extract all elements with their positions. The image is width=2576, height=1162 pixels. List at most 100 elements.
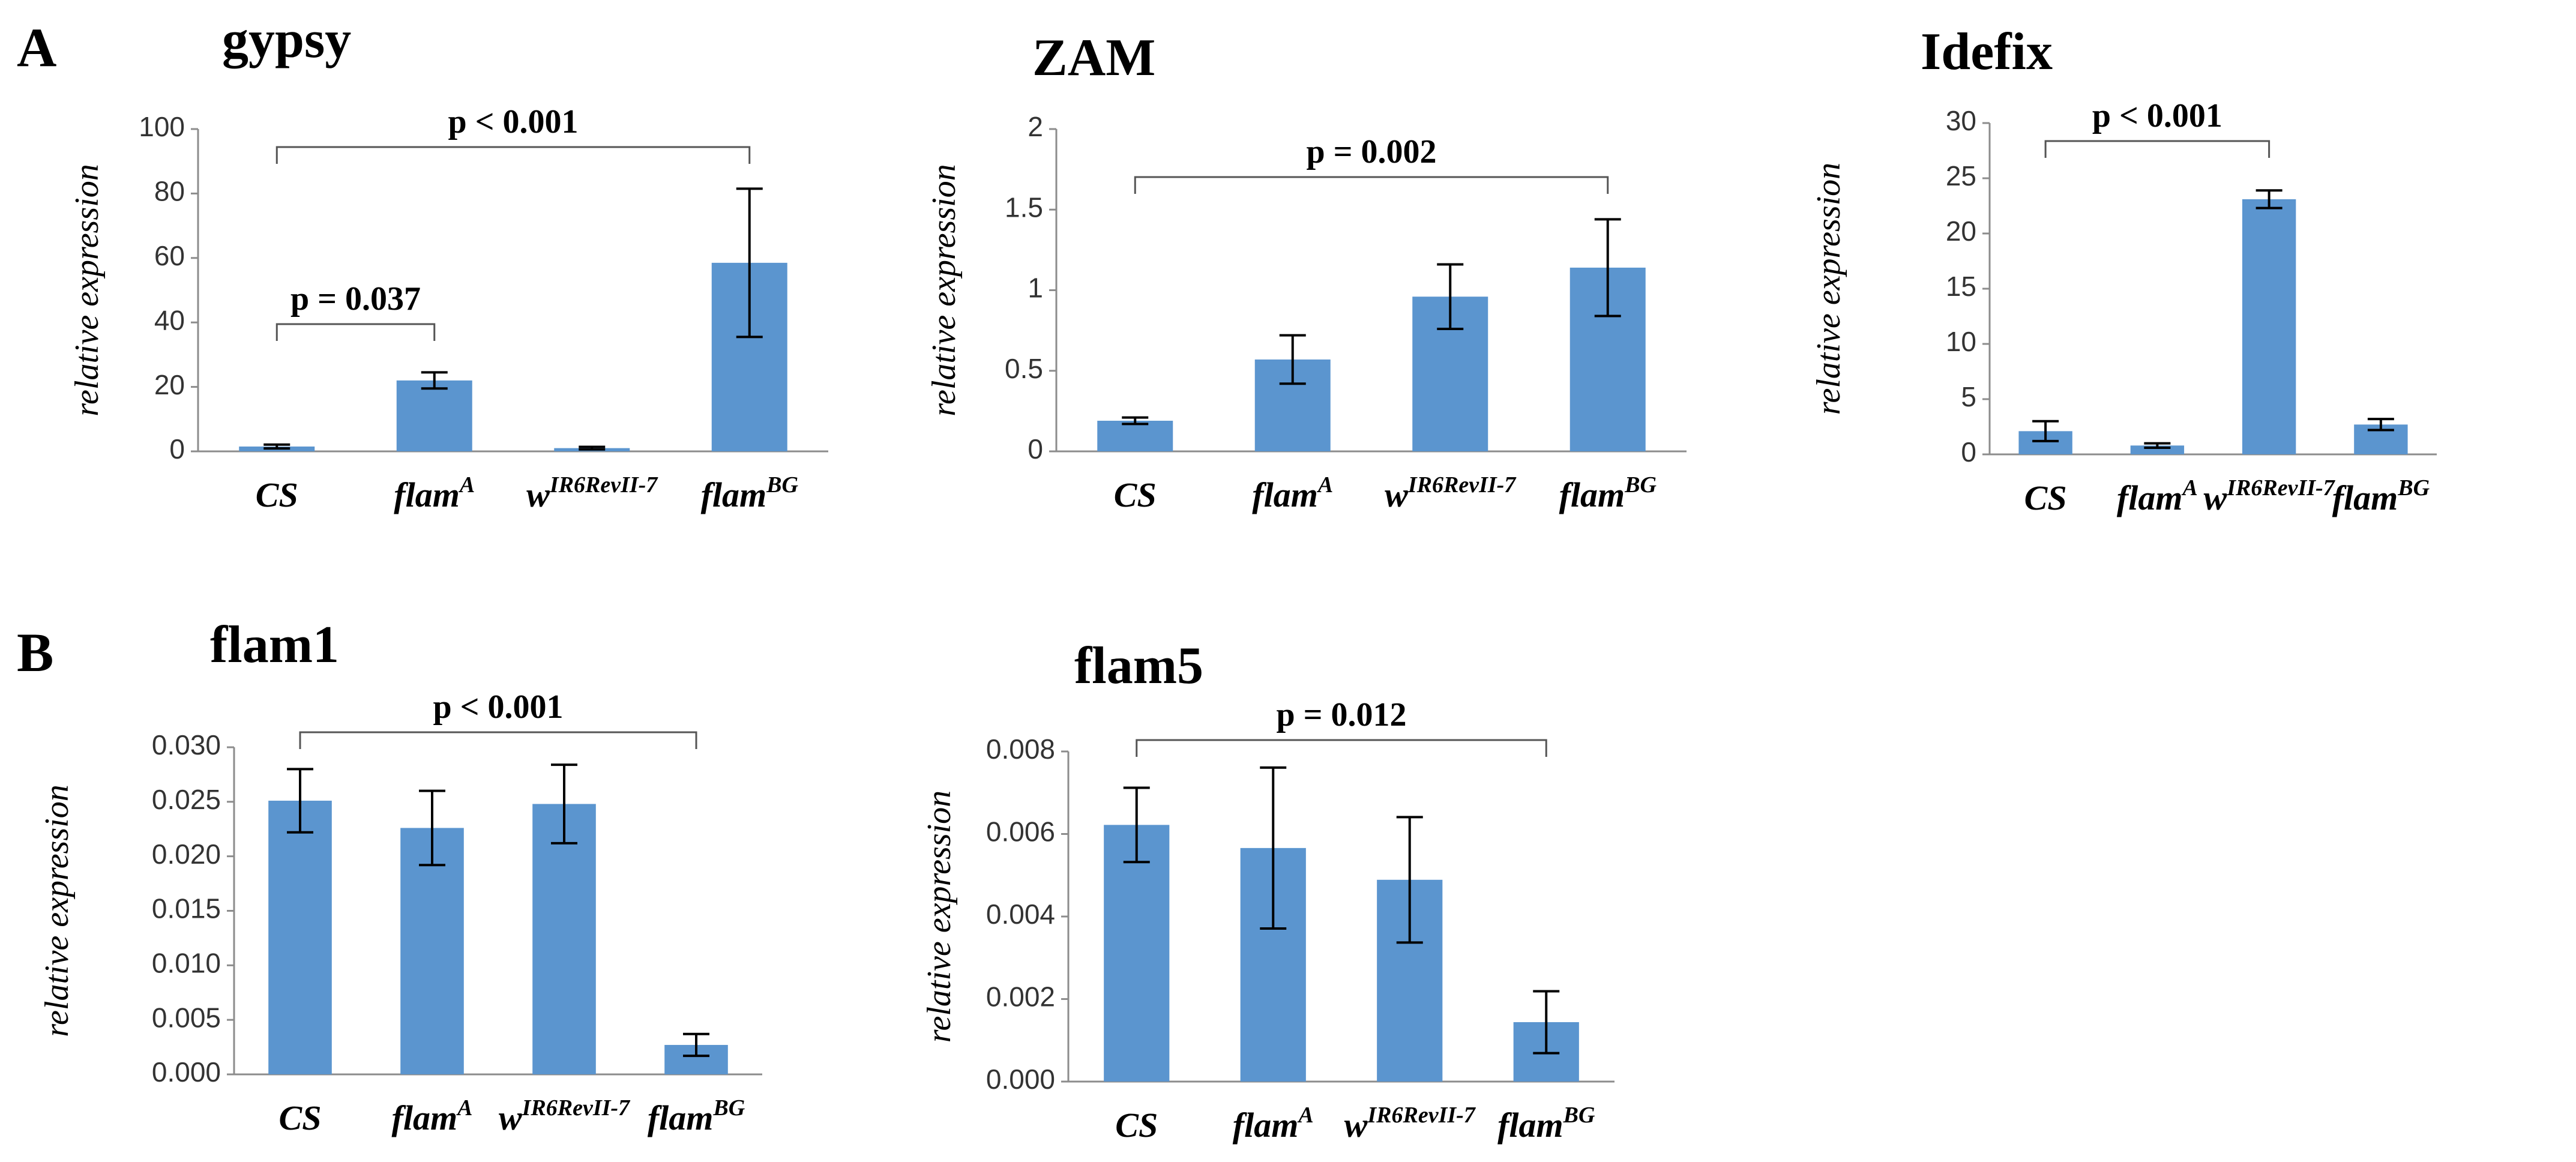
- y-tick-label: 0: [1961, 436, 1976, 468]
- y-axis-label: relative expression: [68, 164, 106, 416]
- x-category-base: flam: [394, 475, 460, 514]
- x-category-sup: A: [459, 472, 475, 498]
- x-category-base: CS: [256, 475, 298, 514]
- x-category-label: CS: [1115, 1106, 1158, 1145]
- y-tick-label: 0.010: [152, 947, 221, 978]
- y-tick-label: 2: [1028, 111, 1043, 142]
- y-tick-label: 0.002: [986, 981, 1055, 1013]
- y-tick-label: 0: [169, 433, 185, 465]
- x-category-base: w: [526, 475, 550, 514]
- x-category-label: flamA: [394, 472, 475, 514]
- panel-letter-a: A: [17, 17, 56, 78]
- y-tick-label: 0.004: [986, 899, 1055, 930]
- y-tick-label: 60: [154, 240, 185, 271]
- x-category-sup: IR6RevII-7: [1367, 1103, 1476, 1128]
- significance-label: p < 0.001: [433, 688, 563, 726]
- x-category-label: flamBG: [648, 1095, 745, 1137]
- x-category-base: CS: [1115, 1106, 1158, 1145]
- y-tick-label: 15: [1946, 271, 1976, 302]
- y-axis-label: relative expression: [925, 164, 963, 416]
- chart-title: ZAM: [1032, 29, 1155, 87]
- x-category-label: flamBG: [701, 472, 799, 514]
- x-category-label: CS: [1114, 475, 1157, 514]
- significance-bracket: [2044, 140, 2271, 158]
- x-category-base: flam: [1252, 475, 1318, 514]
- y-tick-label: 1.5: [1005, 191, 1043, 223]
- significance-label: p = 0.012: [1276, 696, 1406, 733]
- x-category-sup: A: [2181, 475, 2197, 501]
- x-category-label: flamA: [1233, 1103, 1314, 1145]
- bar: [532, 804, 596, 1074]
- x-category-sup: IR6RevII-7: [549, 472, 658, 498]
- x-category-label: wIR6RevII-7: [526, 472, 658, 514]
- y-tick-label: 0.015: [152, 893, 221, 924]
- y-tick-label: 5: [1961, 381, 1976, 412]
- x-category-label: CS: [256, 475, 298, 514]
- bar: [268, 801, 332, 1074]
- x-category-sup: A: [1317, 472, 1333, 498]
- x-category-base: flam: [392, 1098, 458, 1137]
- y-tick-label: 0.025: [152, 784, 221, 815]
- significance-bracket: [1136, 739, 1547, 757]
- x-category-sup: BG: [1624, 472, 1657, 498]
- x-category-base: CS: [279, 1098, 322, 1137]
- chart-idefix: Idefix relative expression 0 5 10 15 20 25 30 CS f…: [1810, 23, 2437, 517]
- x-category-base: flam: [2117, 478, 2183, 517]
- chart-flam1: flam1 relative expression 0.000 0.005 0.010 0…: [38, 616, 762, 1137]
- bar: [2242, 199, 2296, 454]
- significance-bracket: [1134, 176, 1609, 194]
- y-tick-label: 25: [1946, 160, 1976, 191]
- y-tick-label: 100: [139, 111, 185, 142]
- significance-bracket: [275, 146, 751, 164]
- significance-label: p < 0.001: [2092, 97, 2222, 134]
- x-category-sup: IR6RevII-7: [2226, 475, 2335, 501]
- y-tick-label: 0.008: [986, 733, 1055, 765]
- x-category-sup: BG: [2397, 475, 2430, 501]
- bar: [400, 828, 464, 1074]
- significance-label: p = 0.002: [1306, 133, 1436, 170]
- x-category-label: CS: [279, 1098, 322, 1137]
- y-tick-label: 20: [154, 369, 185, 400]
- bar: [1097, 420, 1173, 451]
- y-tick-label: 0.005: [152, 1002, 221, 1033]
- y-axis-label: relative expression: [1810, 163, 1847, 415]
- x-category-sup: BG: [766, 472, 798, 498]
- y-axis-label: relative expression: [921, 790, 958, 1043]
- x-category-label: flamBG: [1497, 1103, 1595, 1145]
- x-category-sup: BG: [1563, 1103, 1595, 1128]
- x-category-sup: A: [456, 1095, 472, 1121]
- y-tick-label: 0.000: [986, 1064, 1055, 1095]
- y-tick-label: 0: [1028, 433, 1043, 465]
- x-category-base: flam: [1497, 1106, 1563, 1145]
- x-category-base: flam: [1233, 1106, 1299, 1145]
- x-category-sup: BG: [712, 1095, 745, 1121]
- y-tick-label: 80: [154, 176, 185, 207]
- y-tick-label: 10: [1946, 326, 1976, 357]
- chart-flam5: flam5 relative expression 0.000 0.002 0.004 0…: [921, 637, 1615, 1145]
- y-tick-label: 30: [1946, 105, 1976, 136]
- chart-title: gypsy: [222, 11, 351, 69]
- chart-gypsy: gypsy relative expression 0 20 40 60 80 100 CS fl…: [68, 11, 828, 514]
- x-category-base: w: [1385, 475, 1408, 514]
- x-category-base: flam: [701, 475, 767, 514]
- x-category-base: w: [499, 1098, 522, 1137]
- bar: [1104, 825, 1170, 1082]
- x-category-base: w: [2204, 478, 2227, 517]
- y-tick-label: 1: [1028, 272, 1043, 304]
- x-category-label: flamBG: [1559, 472, 1657, 514]
- x-category-label: CS: [2024, 478, 2067, 517]
- x-category-label: wIR6RevII-7: [2204, 475, 2336, 517]
- significance-bracket: [299, 731, 697, 749]
- x-category-sup: IR6RevII-7: [522, 1095, 631, 1121]
- x-category-base: w: [1344, 1106, 1368, 1145]
- significance-bracket: [275, 323, 436, 341]
- chart-title: flam5: [1074, 637, 1203, 695]
- chart-title: Idefix: [1921, 23, 2053, 81]
- y-tick-label: 0.030: [152, 729, 221, 760]
- significance-label: p = 0.037: [290, 280, 421, 318]
- x-category-label: flamA: [392, 1095, 473, 1137]
- x-category-label: wIR6RevII-7: [1385, 472, 1517, 514]
- significance-label: p < 0.001: [448, 103, 578, 140]
